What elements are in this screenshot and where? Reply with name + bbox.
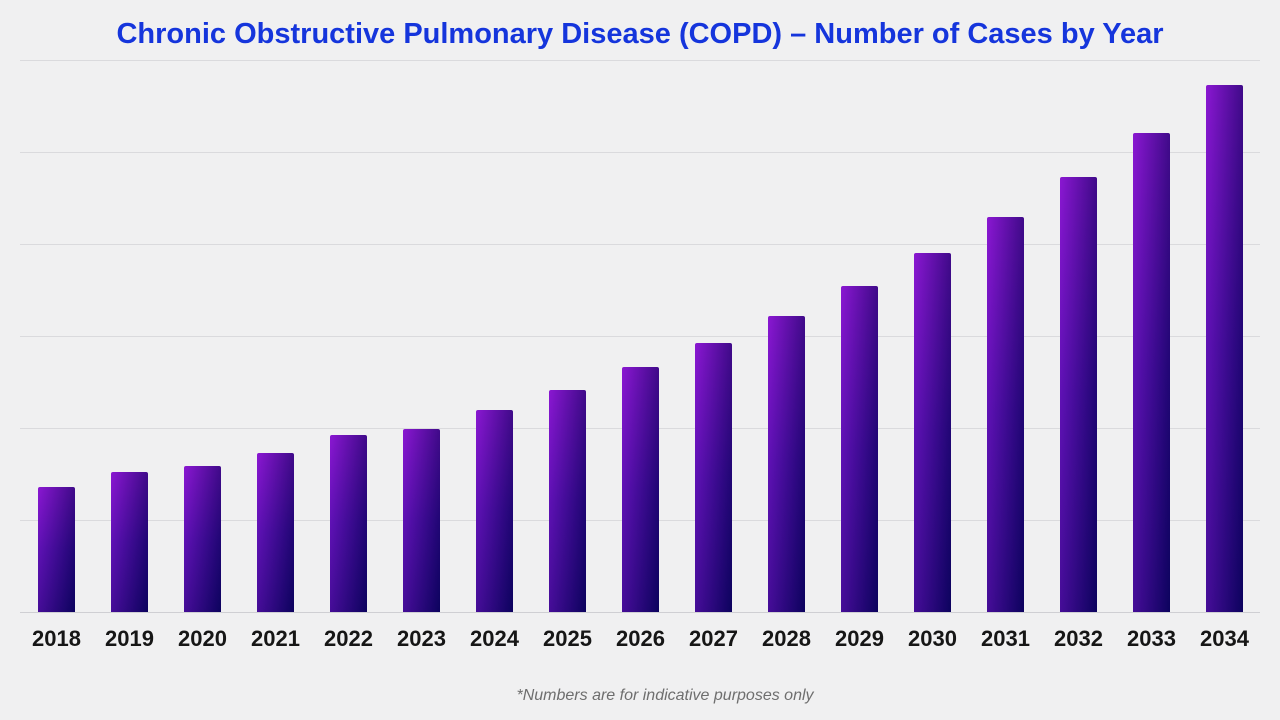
bar-2023 (403, 429, 440, 612)
x-axis-label-2025: 2025 (543, 626, 592, 651)
bar-2026 (622, 367, 659, 612)
x-axis-label-2027: 2027 (689, 626, 738, 651)
bar-2034 (1206, 85, 1243, 612)
x-axis-label-2031: 2031 (981, 626, 1030, 651)
bar-2021 (257, 453, 294, 612)
x-axis-label-2018: 2018 (32, 626, 81, 651)
gridline (20, 336, 1260, 337)
x-axis-label-2029: 2029 (835, 626, 884, 651)
gridline (20, 244, 1260, 245)
bar-2018 (38, 487, 75, 612)
x-axis-label-2033: 2033 (1127, 626, 1176, 651)
x-axis-label-2021: 2021 (251, 626, 300, 651)
x-axis-label-2028: 2028 (762, 626, 811, 651)
x-axis-label-2032: 2032 (1054, 626, 1103, 651)
bar-2029 (841, 286, 878, 612)
x-axis-label-2022: 2022 (324, 626, 373, 651)
bar-2028 (768, 316, 805, 612)
chart-footnote: *Numbers are for indicative purposes onl… (516, 687, 814, 704)
bar-2020 (184, 466, 221, 612)
bar-2033 (1133, 133, 1170, 612)
bar-2027 (695, 343, 732, 612)
gridline (20, 60, 1260, 61)
bar-2019 (111, 472, 148, 612)
x-axis-label-2020: 2020 (178, 626, 227, 651)
bar-2032 (1060, 177, 1097, 612)
x-axis-label-2024: 2024 (470, 626, 519, 651)
x-axis-label-2023: 2023 (397, 626, 446, 651)
x-axis-label-2030: 2030 (908, 626, 957, 651)
plot-area: 2018 2019 2020 2021 2022 2023 2024 2025 2026 2027… (20, 60, 1260, 651)
x-axis-line (20, 612, 1260, 613)
x-axis-label-2026: 2026 (616, 626, 665, 651)
bar-2025 (549, 390, 586, 612)
gridline (20, 152, 1260, 153)
bar-2030 (914, 253, 951, 612)
bar-2031 (987, 217, 1024, 612)
bar-2024 (476, 410, 513, 612)
x-axis-label-2034: 2034 (1200, 626, 1249, 651)
bar-2022 (330, 435, 367, 612)
x-axis-label-2019: 2019 (105, 626, 154, 651)
chart-title: Chronic Obstructive Pulmonary Disease (C… (116, 18, 1164, 50)
